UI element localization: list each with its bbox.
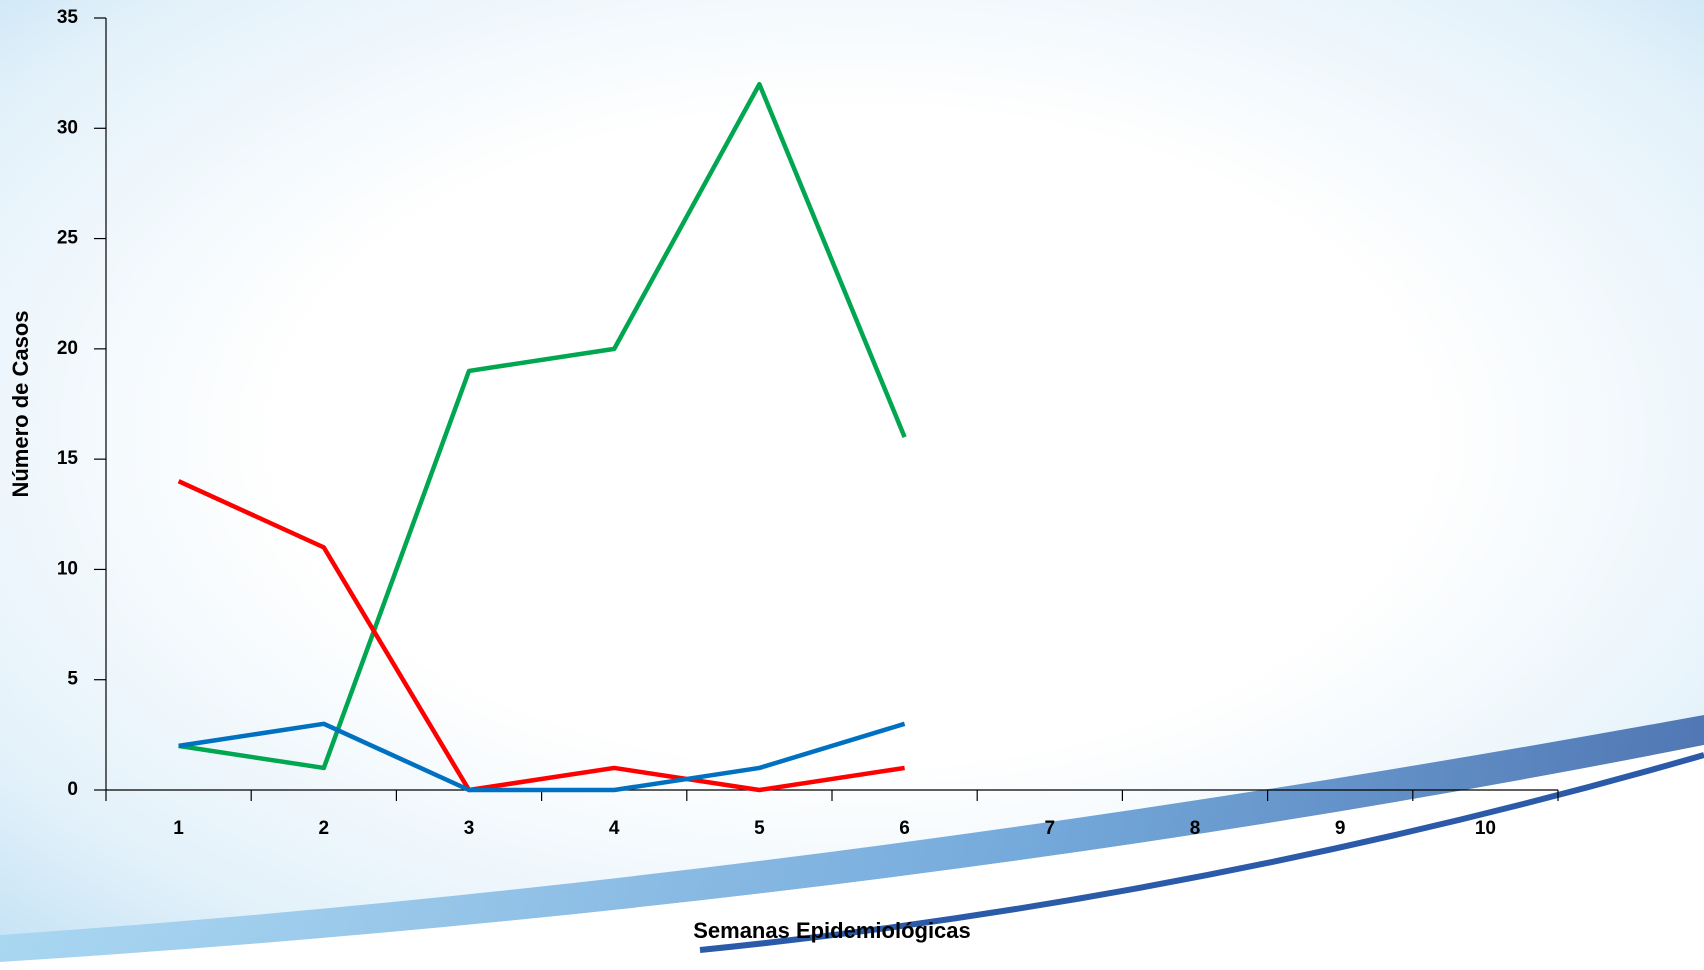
x-tick-label: 9 bbox=[1335, 818, 1346, 839]
x-tick-label: 6 bbox=[899, 818, 910, 839]
y-tick-label: 0 bbox=[67, 779, 78, 800]
swoosh-line bbox=[699, 752, 1704, 953]
series-line bbox=[177, 479, 905, 793]
x-tick-label: 2 bbox=[319, 818, 330, 839]
x-tick-label: 5 bbox=[754, 818, 765, 839]
y-tick-label: 25 bbox=[57, 228, 79, 249]
x-tick-label: 1 bbox=[173, 818, 184, 839]
swoosh-base bbox=[0, 745, 1704, 970]
y-tick-label: 15 bbox=[57, 448, 79, 469]
x-tick-label: 4 bbox=[609, 818, 620, 839]
x-tick-label: 8 bbox=[1190, 818, 1201, 839]
x-tick-label: 7 bbox=[1045, 818, 1056, 839]
y-tick-label: 35 bbox=[57, 7, 79, 28]
y-axis-title: Número de Casos bbox=[8, 310, 33, 497]
x-tick-label: 3 bbox=[464, 818, 475, 839]
swoosh bbox=[0, 715, 1704, 962]
series-line bbox=[178, 721, 906, 793]
y-tick-label: 20 bbox=[57, 338, 78, 359]
y-tick-label: 5 bbox=[67, 669, 78, 690]
x-tick-label: 10 bbox=[1475, 818, 1496, 839]
y-tick-label: 10 bbox=[57, 558, 78, 579]
series-line bbox=[178, 81, 907, 771]
x-axis-title: Semanas Epidemiológicas bbox=[693, 918, 971, 943]
y-tick-label: 30 bbox=[57, 117, 78, 138]
